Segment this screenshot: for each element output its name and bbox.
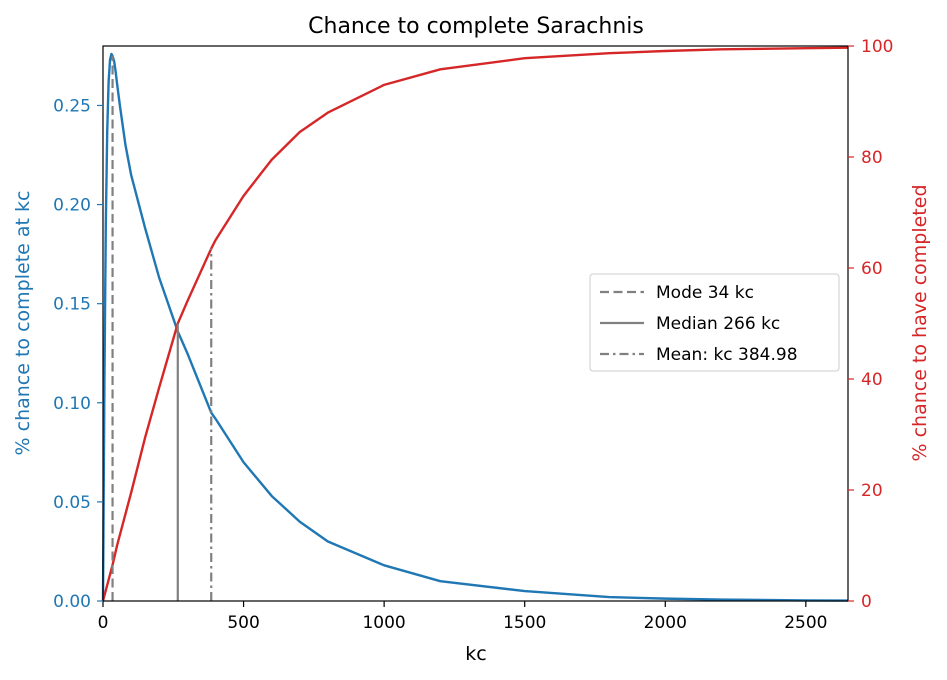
- y-right-tick-label: 80: [861, 148, 883, 168]
- x-tick-label: 2000: [644, 613, 687, 633]
- y-axis-left-label: % chance to complete at kc: [12, 191, 34, 456]
- y-right-tick-label: 100: [861, 37, 893, 57]
- y-left-tick-label: 0.10: [53, 394, 91, 414]
- y-axis-left: 0.00 0.05 0.10 0.15 0.20 0.25: [53, 96, 103, 612]
- legend: Mode 34 kc Median 266 kc Mean: kc 384.98: [589, 273, 840, 372]
- legend-label: Mean: kc 384.98: [656, 345, 798, 365]
- y-right-tick-label: 0: [861, 592, 872, 612]
- y-axis-right-label: % chance to have completed: [909, 184, 931, 461]
- y-right-tick-label: 60: [861, 259, 883, 279]
- y-left-tick-label: 0.25: [53, 96, 91, 116]
- legend-label: Median 266 kc: [656, 314, 780, 334]
- y-axis-right: 0 20 40 60 80 100: [848, 37, 893, 612]
- y-right-tick-label: 40: [861, 370, 883, 390]
- y-left-tick-label: 0.20: [53, 196, 91, 216]
- x-tick-label: 2500: [784, 613, 827, 633]
- x-axis-label: kc: [465, 643, 486, 665]
- series-line-pmf: [101, 52, 849, 602]
- plot-area: [101, 46, 849, 602]
- legend-label: Mode 34 kc: [656, 283, 754, 303]
- y-left-tick-label: 0.05: [53, 493, 91, 513]
- x-tick-label: 0: [98, 613, 109, 633]
- x-tick-label: 500: [227, 613, 259, 633]
- plot-frame: [102, 45, 849, 602]
- x-tick-label: 1500: [503, 613, 546, 633]
- y-right-tick-label: 20: [861, 481, 883, 501]
- x-tick-label: 1000: [362, 613, 405, 633]
- y-left-tick-label: 0.00: [53, 592, 91, 612]
- legend-box: [589, 273, 840, 372]
- y-left-tick-label: 0.15: [53, 295, 91, 315]
- x-axis: 0 500 1000 1500 2000 2500: [98, 601, 827, 633]
- chart-title: Chance to complete Sarachnis: [308, 14, 644, 39]
- series-line-cdf: [101, 46, 849, 602]
